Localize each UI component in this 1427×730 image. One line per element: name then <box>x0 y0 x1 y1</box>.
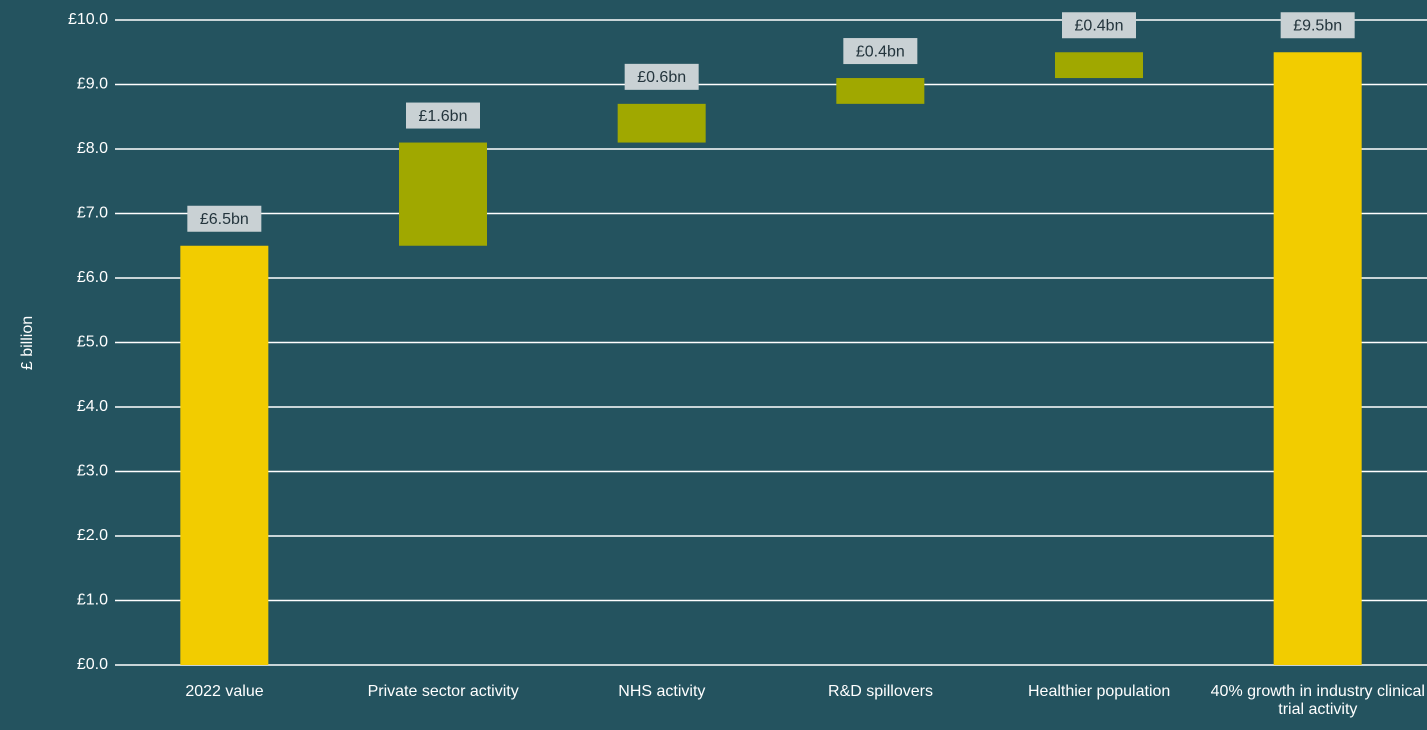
value-label: £9.5bn <box>1293 17 1342 34</box>
bar <box>180 245 269 665</box>
y-tick-label: £0.0 <box>77 656 108 673</box>
bar <box>1055 52 1143 79</box>
value-label: £6.5bn <box>200 211 249 228</box>
x-tick-label: 2022 value <box>185 683 264 700</box>
value-label-box <box>1062 12 1136 39</box>
y-tick-label: £4.0 <box>77 398 108 415</box>
bar <box>617 103 706 143</box>
value-label: £0.4bn <box>856 43 905 60</box>
y-tick-label: £10.0 <box>68 11 108 28</box>
x-tick-label: 40% growth in industry clinical trial ac… <box>1210 683 1425 718</box>
y-tick-label: £8.0 <box>77 140 108 157</box>
x-tick-label: Healthier population <box>1027 683 1171 700</box>
y-tick-label: £6.0 <box>77 269 108 286</box>
y-tick-label: £7.0 <box>77 205 108 222</box>
x-tick-label: R&D spillovers <box>828 683 933 700</box>
bar <box>399 142 487 246</box>
value-label-box <box>187 205 262 232</box>
value-label: £1.6bn <box>419 108 468 125</box>
value-label-box <box>843 38 918 65</box>
value-label-box <box>624 63 699 90</box>
value-label-box <box>1280 12 1355 39</box>
value-label-box <box>406 102 480 129</box>
y-tick-label: £1.0 <box>77 592 108 609</box>
y-tick-label: £2.0 <box>77 527 108 544</box>
y-tick-label: £3.0 <box>77 463 108 480</box>
bar <box>1273 52 1362 665</box>
x-tick-label: Private sector activity <box>367 683 519 700</box>
value-label: £0.4bn <box>1075 17 1124 34</box>
x-tick-label: NHS activity <box>618 683 706 700</box>
value-label: £0.6bn <box>637 69 686 86</box>
y-tick-label: £5.0 <box>77 334 108 351</box>
y-tick-label: £9.0 <box>77 76 108 93</box>
y-axis-label: £ billion <box>19 316 36 370</box>
bar <box>836 78 925 104</box>
